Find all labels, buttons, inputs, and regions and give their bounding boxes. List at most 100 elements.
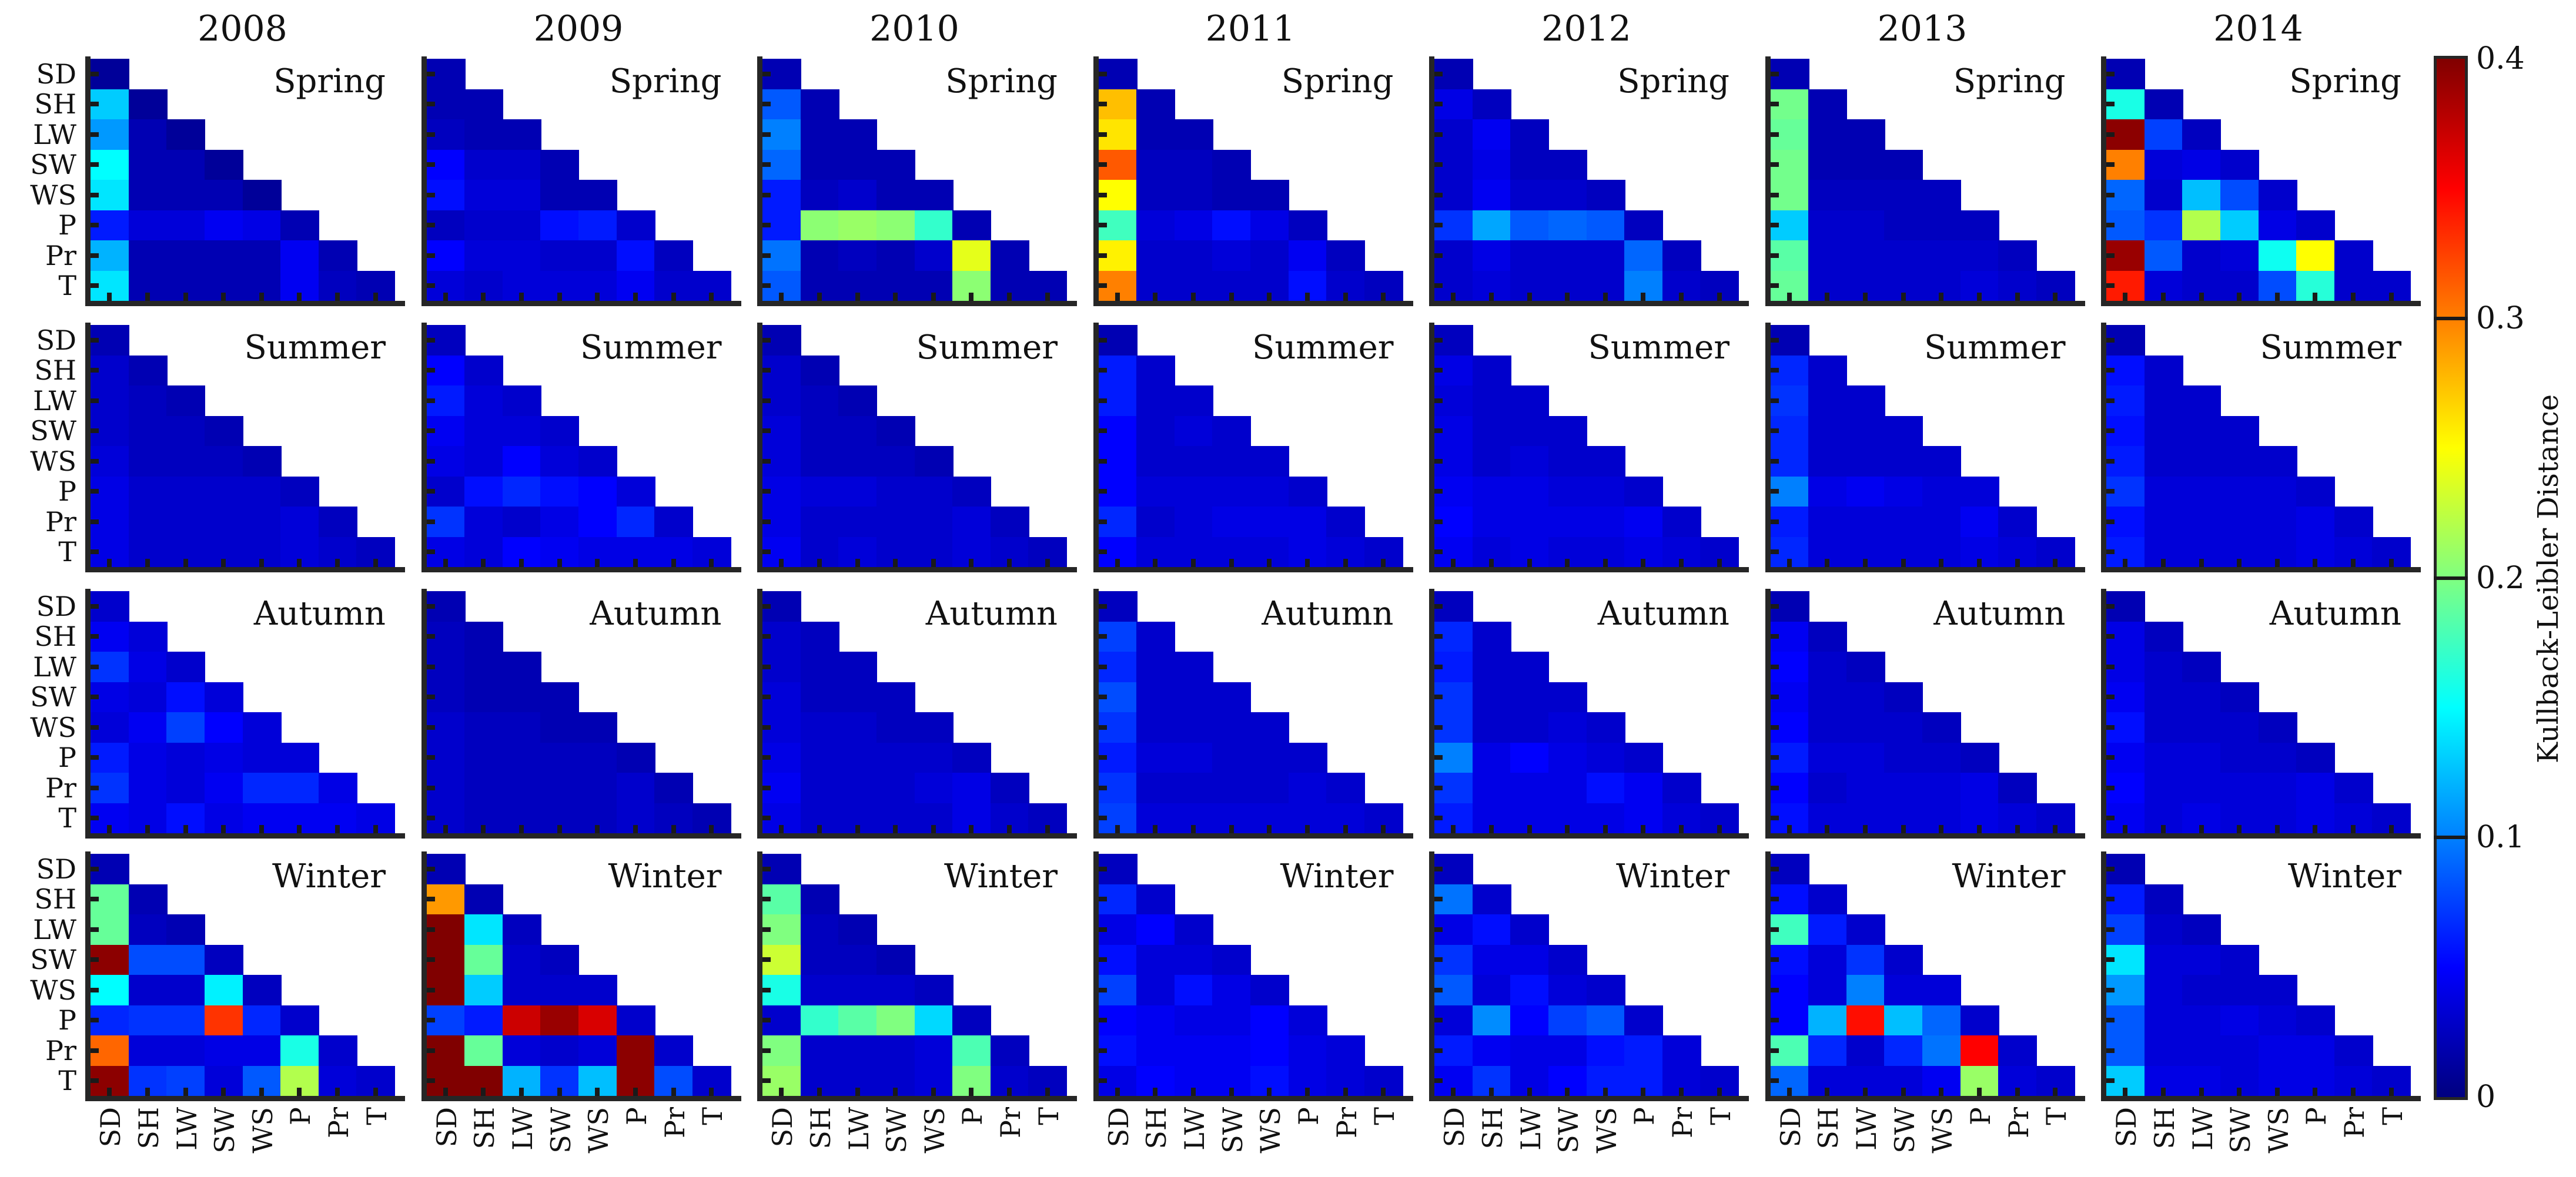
y-axis-tick	[1434, 223, 1443, 227]
x-axis-tick	[1191, 293, 1196, 301]
x-tick-label: LW	[1179, 1107, 1210, 1151]
x-axis-tick	[595, 825, 600, 833]
y-axis-tick	[1098, 253, 1107, 258]
y-axis-tick	[91, 549, 99, 554]
y-axis-tick	[2106, 897, 2115, 901]
x-axis-tick	[633, 559, 638, 567]
x-axis-tick	[779, 559, 784, 567]
y-axis-tick	[762, 253, 771, 258]
y-axis-tick	[1770, 634, 1779, 639]
heatmap-cell	[838, 446, 877, 477]
heatmap-cell	[1587, 975, 1625, 1006]
y-axis-tick	[762, 72, 771, 76]
y-axis-tick	[91, 927, 99, 932]
heatmap-cell	[1212, 945, 1251, 976]
y-axis-tick	[426, 428, 435, 433]
y-axis-tick	[91, 72, 99, 76]
y-axis-tick	[1098, 927, 1107, 932]
heatmap-cell	[1548, 773, 1587, 804]
x-tick-label: LW	[843, 1107, 875, 1151]
heatmap-cell	[2334, 507, 2373, 538]
x-axis-tick	[557, 825, 562, 833]
heatmap-cell	[2259, 1035, 2297, 1067]
y-axis-tick	[1770, 897, 1779, 901]
heatmap-cell	[617, 477, 655, 508]
heatmap-cell	[952, 477, 991, 508]
heatmap-cell	[243, 210, 282, 242]
heatmap-cell	[1510, 975, 1549, 1006]
x-axis-tick	[1451, 293, 1456, 301]
heatmap-cell	[2145, 210, 2183, 242]
heatmap-cell	[1808, 180, 1847, 211]
x-axis-tick	[1527, 1088, 1532, 1096]
y-tick-label: SH	[34, 883, 76, 915]
x-axis-tick	[335, 559, 340, 567]
heatmap-cell	[1212, 743, 1251, 774]
y-axis-tick	[1770, 1018, 1779, 1022]
y-axis-tick	[1098, 755, 1107, 760]
heatmap-cell	[1808, 356, 1847, 387]
heatmap-cell	[952, 1005, 991, 1037]
heatmap-cell	[540, 773, 579, 804]
heatmap-cell	[464, 884, 503, 916]
heatmap-cell	[1510, 119, 1549, 150]
x-axis-tick	[297, 293, 302, 301]
heatmap-cell	[1175, 240, 1213, 271]
colorbar-divider	[2434, 317, 2468, 320]
heatmap-cell	[876, 743, 915, 774]
x-axis-tick	[443, 293, 448, 301]
x-axis-tick	[817, 293, 822, 301]
y-axis-tick	[91, 665, 99, 669]
heatmap-cell	[2145, 975, 2183, 1006]
heatmap-cell	[2259, 743, 2297, 774]
heatmap-cell	[1250, 240, 1289, 271]
heatmap-cell	[2220, 682, 2259, 713]
x-axis-tick	[1641, 293, 1645, 301]
heatmap-cell	[503, 180, 541, 211]
y-axis-tick	[2106, 223, 2115, 227]
heatmap-cell	[166, 180, 205, 211]
y-axis-tick	[91, 368, 99, 373]
heatmap-cell	[1136, 416, 1175, 447]
heatmap-cell	[1846, 150, 1885, 181]
colorbar-tick-label: 0.3	[2476, 301, 2525, 336]
heatmap-cell	[540, 446, 579, 477]
heatmap-cell	[503, 416, 541, 447]
y-axis-tick	[91, 1018, 99, 1022]
x-tick-label: SH	[133, 1107, 165, 1149]
x-tick-label: T	[2040, 1107, 2072, 1125]
y-axis-tick	[91, 604, 99, 609]
heatmap-cell	[1136, 682, 1175, 713]
y-tick-label: SW	[30, 149, 76, 180]
x-axis-tick	[519, 559, 524, 567]
x-tick-label: P	[1628, 1107, 1660, 1125]
y-tick-label: SD	[36, 853, 76, 885]
x-axis-tick	[1305, 1088, 1310, 1096]
y-axis-tick	[426, 368, 435, 373]
heatmap-cell	[1548, 743, 1587, 774]
y-axis-tick	[762, 459, 771, 464]
heatmap-cell	[1212, 682, 1251, 713]
x-tick-label: WS	[2263, 1107, 2294, 1153]
heatmap-cell	[2145, 240, 2183, 271]
heatmap-cell	[2220, 180, 2259, 211]
y-tick-label: LW	[33, 651, 76, 683]
x-axis-tick	[1007, 1088, 1012, 1096]
heatmap-cell	[915, 773, 954, 804]
y-axis-tick	[426, 816, 435, 820]
y-axis-tick	[426, 634, 435, 639]
heatmap-cell	[2334, 1035, 2373, 1067]
heatmap-cell	[1175, 210, 1213, 242]
heatmap-cell	[876, 477, 915, 508]
heatmap-cell	[2145, 712, 2183, 743]
heatmap-cell	[2145, 416, 2183, 447]
heatmap-cell	[1510, 180, 1549, 211]
heatmap-cell	[1473, 945, 1511, 976]
heatmap-cell	[1587, 240, 1625, 271]
heatmap-cell	[1846, 477, 1885, 508]
heatmap-cell	[801, 119, 839, 150]
heatmap-cell	[876, 210, 915, 242]
y-axis-tick	[762, 162, 771, 167]
heatmap-cell	[166, 150, 205, 181]
heatmap-cell	[1136, 385, 1175, 417]
